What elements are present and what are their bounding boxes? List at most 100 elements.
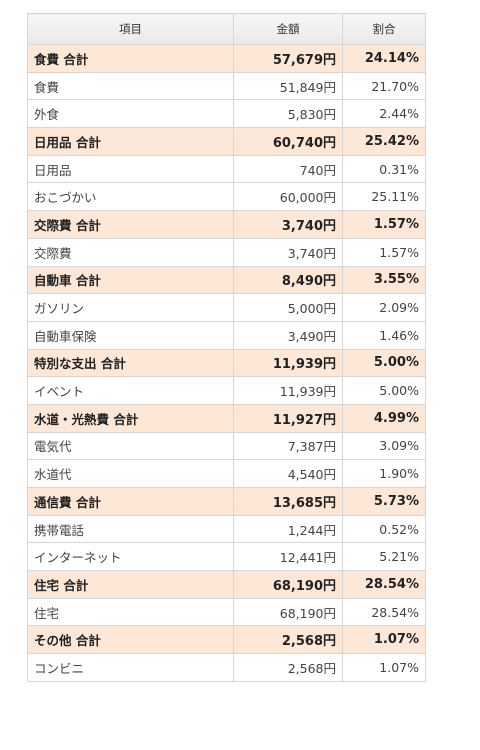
ratio-cell: 2.09% [342,293,426,322]
amount-cell: 57,679円 [233,44,343,73]
amount-cell: 5,000円 [233,293,343,322]
ratio-cell: 1.07% [342,625,426,655]
amount-cell: 12,441円 [233,542,343,572]
category-total-row: 特別な支出 合計 11,939円 5.00% [27,348,426,378]
amount-cell: 740円 [233,154,343,184]
category-total-row: 交際費 合計 3,740円 1.57% [27,210,426,239]
category-total-row: 住宅 合計 68,190円 28.54% [27,570,426,599]
category-item-row: 外食 5,830円 2.44% [27,99,426,129]
category-total-row: 自動車 合計 8,490円 3.55% [27,265,426,295]
ratio-cell: 5.21% [342,542,426,572]
item-cell: 特別な支出 合計 [27,348,234,378]
category-item-row: 携帯電話 1,244円 0.52% [27,514,426,544]
ratio-cell: 1.46% [342,320,426,350]
amount-cell: 60,740円 [233,127,343,156]
item-cell: 日用品 合計 [27,127,234,156]
item-cell: 自動車 合計 [27,265,234,295]
category-item-row: 日用品 740円 0.31% [27,154,426,184]
ratio-cell: 25.11% [342,182,426,212]
expense-summary: 項目 金額 割合 食費 合計 57,679円 24.14% 食費 51,849円 21.7… [27,13,426,682]
amount-cell: 60,000円 [233,182,343,212]
ratio-cell: 1.07% [342,653,426,682]
item-cell: その他 合計 [27,625,234,655]
amount-cell: 11,927円 [233,403,343,433]
table-body: 食費 合計 57,679円 24.14% 食費 51,849円 21.70% 外食 5,830… [27,44,426,682]
category-item-row: おこづかい 60,000円 25.11% [27,182,426,212]
item-cell: 食費 合計 [27,44,234,73]
item-cell: イベント [27,376,234,405]
ratio-cell: 3.55% [342,265,426,295]
amount-cell: 4,540円 [233,459,343,488]
column-header-amount[interactable]: 金額 [233,13,343,45]
item-cell: 携帯電話 [27,514,234,544]
item-cell: 住宅 合計 [27,570,234,599]
ratio-cell: 0.31% [342,154,426,184]
amount-cell: 13,685円 [233,487,343,516]
ratio-cell: 1.57% [342,237,426,267]
ratio-cell: 5.00% [342,376,426,405]
item-cell: 水道・光熱費 合計 [27,403,234,433]
category-item-row: 交際費 3,740円 1.57% [27,237,426,267]
category-item-row: ガソリン 5,000円 2.09% [27,293,426,322]
ratio-cell: 5.73% [342,487,426,516]
header-row: 項目 金額 割合 [27,13,426,45]
item-cell: 交際費 [27,237,234,267]
category-total-row: 通信費 合計 13,685円 5.73% [27,487,426,516]
amount-cell: 2,568円 [233,625,343,655]
item-cell: インターネット [27,542,234,572]
table-header: 項目 金額 割合 [27,13,426,45]
ratio-cell: 25.42% [342,127,426,156]
category-total-row: 水道・光熱費 合計 11,927円 4.99% [27,403,426,433]
amount-cell: 1,244円 [233,514,343,544]
ratio-cell: 24.14% [342,44,426,73]
amount-cell: 11,939円 [233,376,343,405]
ratio-cell: 1.57% [342,210,426,239]
item-cell: 住宅 [27,597,234,627]
category-item-row: 自動車保険 3,490円 1.46% [27,320,426,350]
amount-cell: 3,490円 [233,320,343,350]
item-cell: 水道代 [27,459,234,488]
ratio-cell: 2.44% [342,99,426,129]
category-item-row: 水道代 4,540円 1.90% [27,459,426,488]
category-item-row: コンビニ 2,568円 1.07% [27,653,426,682]
category-total-row: その他 合計 2,568円 1.07% [27,625,426,655]
item-cell: 日用品 [27,154,234,184]
category-total-row: 日用品 合計 60,740円 25.42% [27,127,426,156]
column-header-item[interactable]: 項目 [27,13,234,45]
ratio-cell: 4.99% [342,403,426,433]
amount-cell: 2,568円 [233,653,343,682]
amount-cell: 5,830円 [233,99,343,129]
ratio-cell: 1.90% [342,459,426,488]
ratio-cell: 3.09% [342,431,426,461]
category-item-row: イベント 11,939円 5.00% [27,376,426,405]
column-header-ratio[interactable]: 割合 [342,13,426,45]
ratio-cell: 28.54% [342,570,426,599]
category-total-row: 食費 合計 57,679円 24.14% [27,44,426,73]
ratio-cell: 21.70% [342,71,426,101]
item-cell: ガソリン [27,293,234,322]
item-cell: 食費 [27,71,234,101]
amount-cell: 8,490円 [233,265,343,295]
amount-cell: 7,387円 [233,431,343,461]
item-cell: 通信費 合計 [27,487,234,516]
ratio-cell: 5.00% [342,348,426,378]
amount-cell: 11,939円 [233,348,343,378]
category-item-row: 食費 51,849円 21.70% [27,71,426,101]
amount-cell: 3,740円 [233,237,343,267]
amount-cell: 51,849円 [233,71,343,101]
item-cell: 自動車保険 [27,320,234,350]
expense-table: 項目 金額 割合 食費 合計 57,679円 24.14% 食費 51,849円 21.7… [27,13,426,682]
category-item-row: インターネット 12,441円 5.21% [27,542,426,572]
ratio-cell: 28.54% [342,597,426,627]
amount-cell: 68,190円 [233,597,343,627]
amount-cell: 3,740円 [233,210,343,239]
item-cell: 電気代 [27,431,234,461]
item-cell: 外食 [27,99,234,129]
category-item-row: 電気代 7,387円 3.09% [27,431,426,461]
ratio-cell: 0.52% [342,514,426,544]
item-cell: 交際費 合計 [27,210,234,239]
item-cell: おこづかい [27,182,234,212]
category-item-row: 住宅 68,190円 28.54% [27,597,426,627]
amount-cell: 68,190円 [233,570,343,599]
item-cell: コンビニ [27,653,234,682]
